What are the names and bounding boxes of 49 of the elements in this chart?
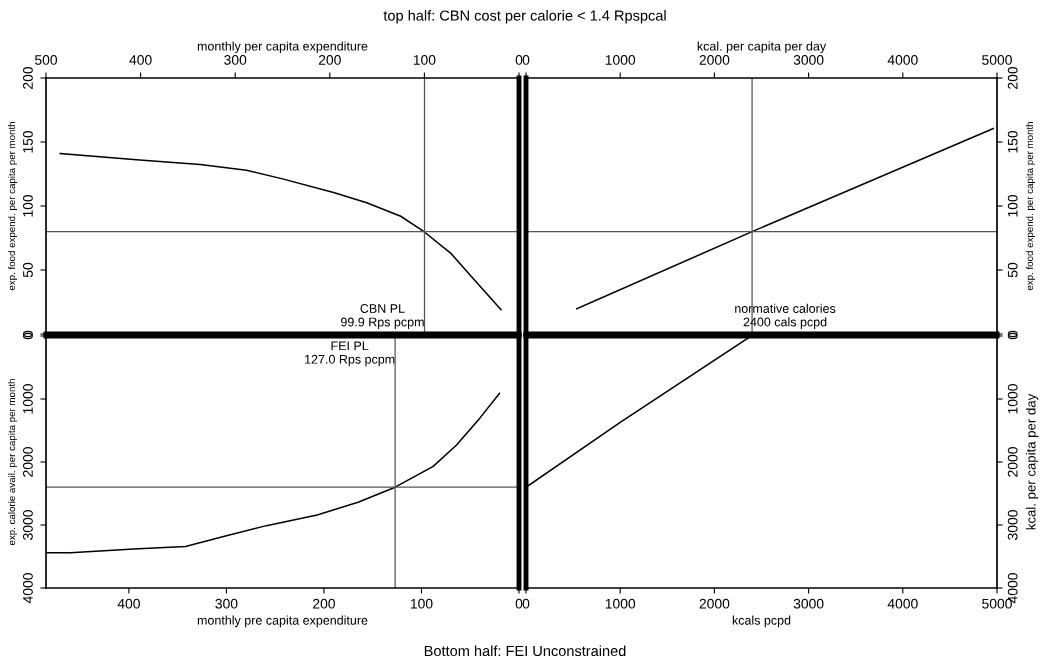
x-tick-label: 400 [117,598,140,609]
y-tick-label: 150 [1007,130,1018,153]
y-axis-title: kcal. per capita per day [1025,393,1039,530]
x-tick-label: 5000 [982,55,1012,65]
x-tick-label: 0 [515,598,523,609]
x-tick-label: 100 [413,55,436,65]
x-axis-title: kcal. per capita per day [697,41,827,54]
y-tick-label: 0 [1007,330,1018,338]
y-tick-label: 50 [23,262,33,278]
x-tick-label: 2000 [699,55,730,65]
x-axis-title: kcals pcpd [732,615,791,628]
x-tick-label: 4000 [887,55,918,65]
y-tick-label: 1000 [23,384,33,414]
y-axis-title: exp. calorie avail. per capita per month [8,379,18,546]
x-tick-label: 0 [522,598,530,609]
x-tick-label: 300 [224,55,247,65]
x-tick-label: 400 [129,55,152,65]
x-tick-label: 3000 [793,55,824,65]
x-tick-label: 1000 [605,598,636,609]
ref-line-label: CBN PL 99.9 Rps pcpm [341,304,424,329]
x-tick-label: 2000 [699,598,730,609]
x-tick-label: 0 [515,55,523,65]
y-tick-label: 100 [1007,194,1018,217]
y-axis-title: exp. food expend. per capita per month [1025,122,1035,291]
y-tick-label: 2000 [23,447,33,477]
ref-line-label: FEI PL 127.0 Rps pcpm [305,341,395,367]
text: Bottom half: FEI Unconstrained [424,645,626,657]
ref-line-label: normative calories 2400 cals pcpd [735,303,836,329]
y-tick-label: 1000 [1007,384,1018,414]
x-tick-label: 200 [313,598,335,609]
x-tick-label: 200 [318,55,341,65]
x-tick-label: 3000 [793,598,824,609]
y-tick-label: 0 [23,330,33,338]
y-axis-title: exp. food expend. per capita per month [8,122,18,291]
x-axis-title: monthly per capita expenditure [197,41,368,54]
y-tick-label: 3000 [23,510,33,540]
y-tick-label: 3000 [1007,510,1018,540]
x-tick-label: 300 [215,598,238,609]
x-tick-label: 100 [410,598,433,609]
y-tick-label: 2000 [1007,447,1018,477]
x-tick-label: 0 [522,55,530,65]
y-tick-label: 150 [23,130,33,153]
x-tick-label: 1000 [605,55,636,65]
y-tick-label: 100 [23,194,33,217]
x-axis-title: monthly pre capita expenditure [197,615,368,628]
chart-title: top half: CBN cost per calorie < 1.4 Rpspcal [383,10,666,24]
y-tick-label: 50 [1007,262,1018,278]
x-tick-label: 500 [34,55,58,65]
x-tick-label: 4000 [887,598,918,609]
